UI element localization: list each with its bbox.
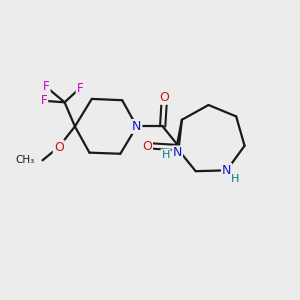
- Text: N: N: [222, 164, 231, 177]
- Text: N: N: [132, 120, 141, 133]
- Text: CH₃: CH₃: [15, 155, 34, 165]
- Text: F: F: [76, 82, 83, 95]
- Text: F: F: [43, 80, 50, 94]
- Text: N: N: [173, 146, 182, 159]
- Text: H: H: [161, 150, 170, 160]
- Text: F: F: [41, 94, 47, 107]
- Text: H: H: [231, 174, 239, 184]
- Text: O: O: [159, 91, 169, 104]
- Text: O: O: [142, 140, 152, 152]
- Text: O: O: [54, 141, 64, 154]
